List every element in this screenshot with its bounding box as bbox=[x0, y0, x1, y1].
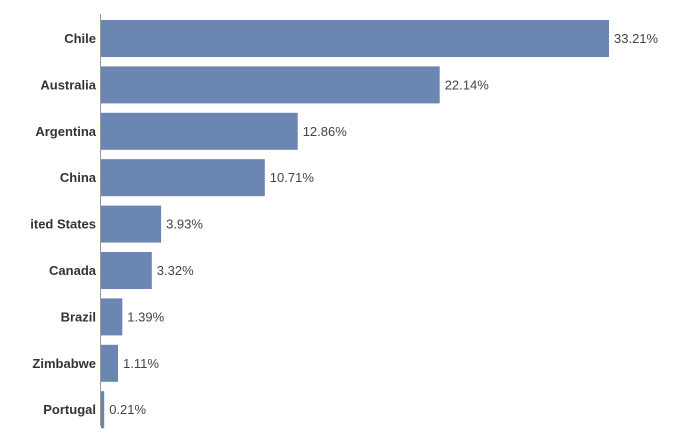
value-label-chile: 33.21% bbox=[614, 31, 659, 46]
category-label-zimbabwe: Zimbabwe bbox=[32, 356, 96, 371]
bars-layer bbox=[101, 20, 609, 429]
value-labels: 33.21% 22.14% 12.86% 10.71% 3.93% 3.32% 1.39% 1… bbox=[109, 31, 658, 417]
value-label-argentina: 12.86% bbox=[303, 124, 348, 139]
bar-australia bbox=[101, 66, 440, 104]
bar-canada bbox=[101, 252, 152, 289]
bar-zimbabwe bbox=[101, 344, 118, 382]
value-label-australia: 22.14% bbox=[445, 77, 490, 92]
category-label-canada: Canada bbox=[49, 263, 97, 278]
category-label-brazil: Brazil bbox=[61, 309, 96, 324]
category-label-portugal: Portugal bbox=[43, 402, 96, 417]
value-label-canada: 3.32% bbox=[157, 263, 194, 278]
bar-portugal bbox=[101, 391, 105, 429]
category-label-united-states: United States bbox=[13, 217, 96, 232]
bar-brazil bbox=[101, 298, 123, 336]
bar-chile bbox=[101, 20, 609, 57]
value-label-portugal: 0.21% bbox=[109, 402, 146, 417]
value-label-united-states: 3.93% bbox=[166, 217, 203, 232]
category-labels: Chile Australia Argentina China United State… bbox=[13, 31, 97, 417]
bar-china bbox=[101, 159, 265, 197]
value-label-china: 10.71% bbox=[270, 170, 315, 185]
category-label-china: China bbox=[60, 170, 97, 185]
value-label-zimbabwe: 1.11% bbox=[123, 356, 159, 371]
labels-layer: Chile Australia Argentina China United State… bbox=[13, 31, 659, 417]
bar-argentina bbox=[101, 112, 298, 150]
category-label-australia: Australia bbox=[40, 77, 96, 92]
category-label-argentina: Argentina bbox=[35, 124, 96, 139]
category-label-chile: Chile bbox=[64, 31, 96, 46]
value-label-brazil: 1.39% bbox=[127, 309, 164, 324]
bar-united-states bbox=[101, 205, 162, 243]
